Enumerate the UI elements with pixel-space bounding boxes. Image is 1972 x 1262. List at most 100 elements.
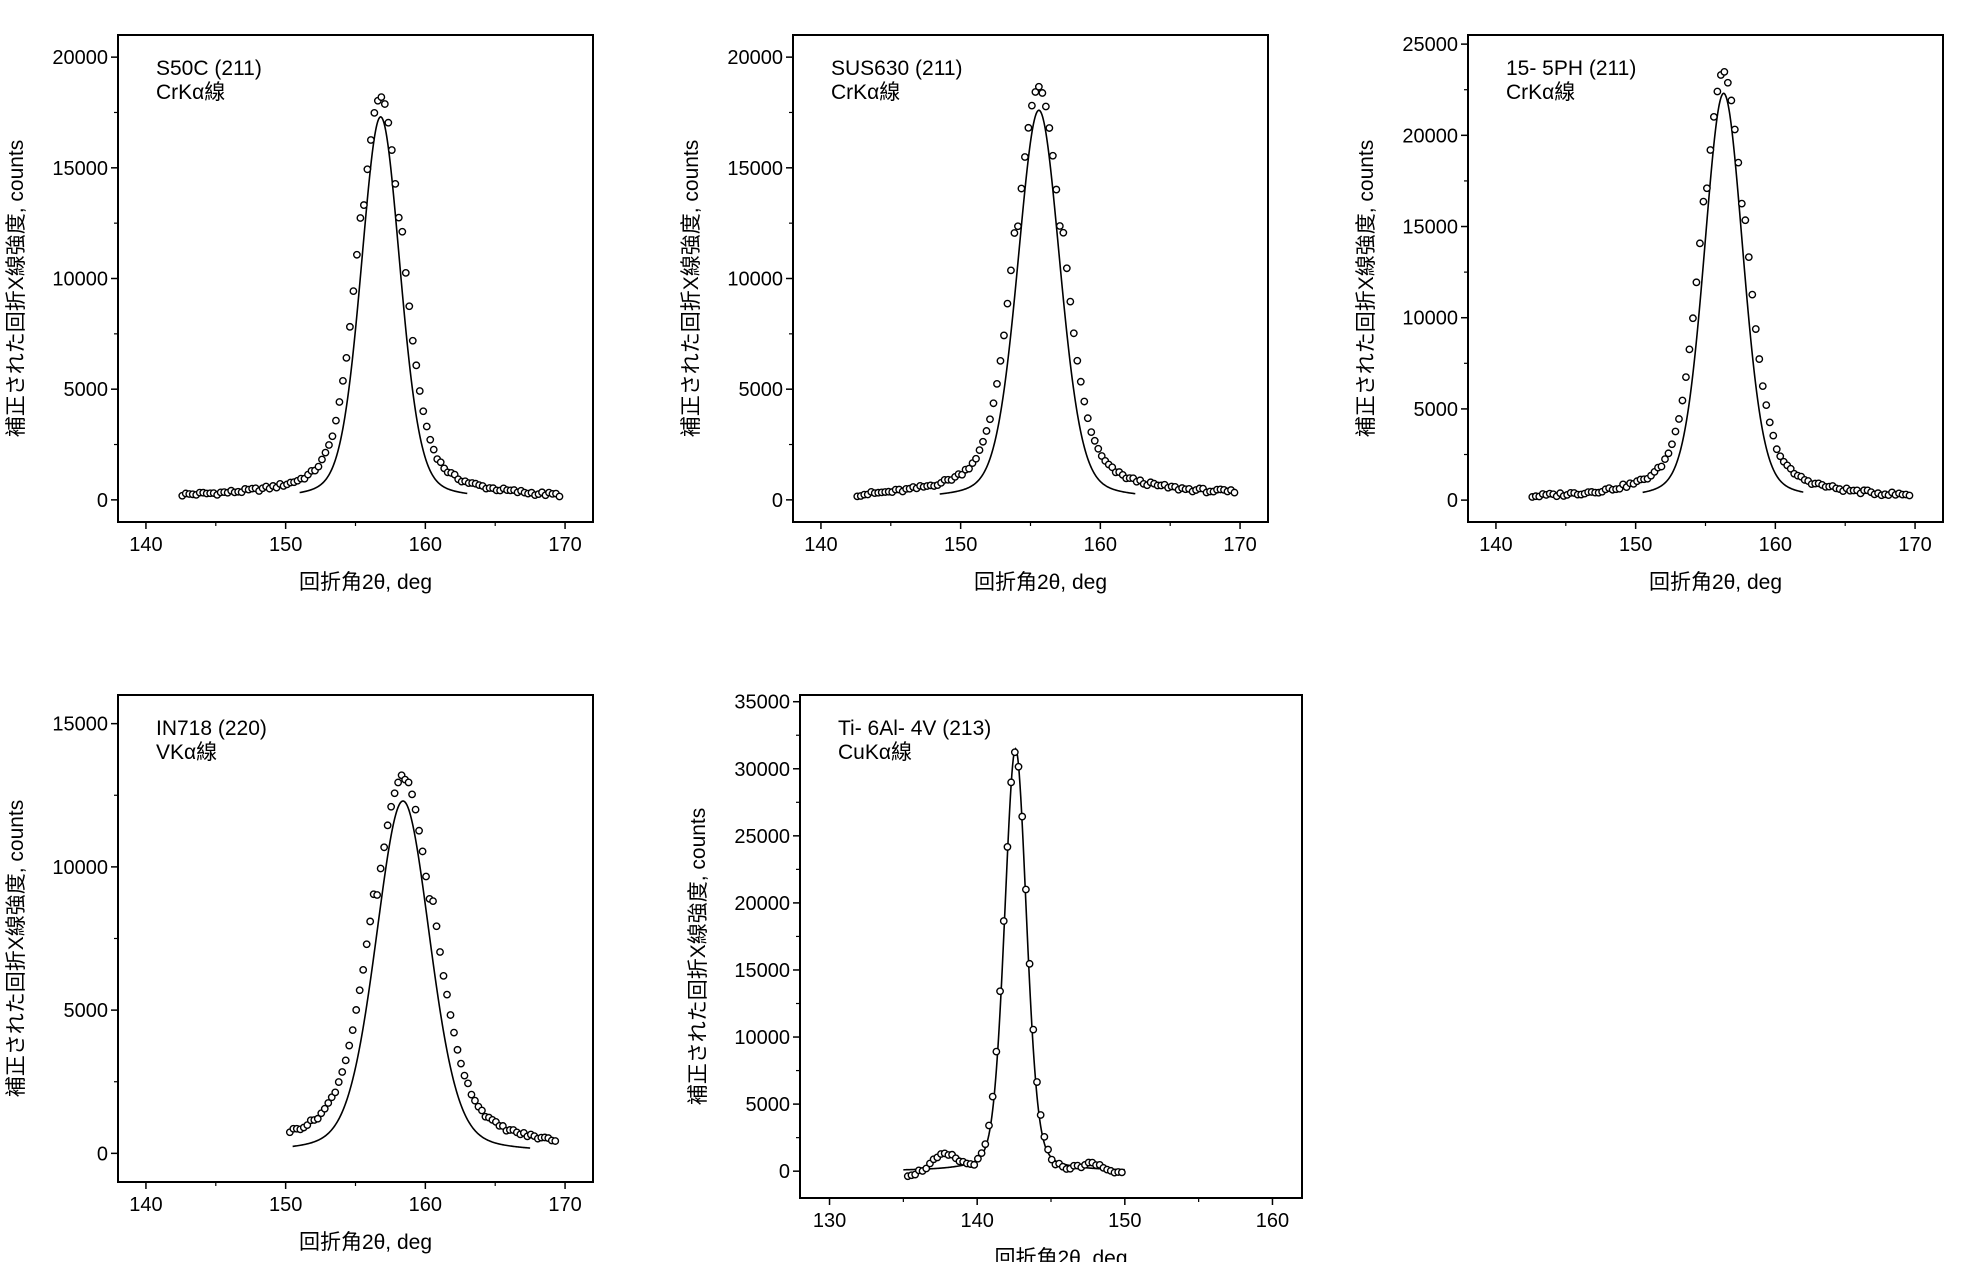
data-point xyxy=(1028,101,1036,110)
data-point xyxy=(394,778,403,787)
data-point xyxy=(1737,199,1746,208)
data-point xyxy=(1723,78,1732,87)
data-point xyxy=(1076,377,1085,386)
data-point xyxy=(415,826,423,835)
data-point xyxy=(986,415,994,424)
data-point xyxy=(1014,762,1023,771)
data-point xyxy=(1036,1111,1045,1119)
data-point xyxy=(1769,431,1778,440)
data-point xyxy=(1048,151,1057,160)
data-point xyxy=(362,940,371,949)
data-point xyxy=(1744,253,1753,262)
data-point xyxy=(1003,299,1012,308)
x-tick-label: 160 xyxy=(1256,1210,1289,1232)
y-tick-label: 20000 xyxy=(727,47,783,69)
data-point xyxy=(993,379,1001,388)
data-point xyxy=(1083,414,1092,423)
data-point xyxy=(988,1092,997,1101)
data-point xyxy=(1751,325,1760,333)
y-tick-label: 10000 xyxy=(734,1027,790,1049)
y-tick-label: 15000 xyxy=(52,158,108,180)
data-point xyxy=(328,432,337,441)
y-axis-label: 補正された回折X線強度, counts xyxy=(680,140,703,438)
y-tick-label: 5000 xyxy=(1414,399,1459,421)
data-point xyxy=(331,1088,340,1097)
data-point xyxy=(1682,373,1690,382)
data-point xyxy=(1007,266,1015,275)
fit-curve xyxy=(939,109,1136,495)
x-tick-label: 130 xyxy=(813,1210,846,1232)
y-tick-label: 5000 xyxy=(746,1094,791,1116)
data-point xyxy=(1062,264,1071,273)
x-axis-label: 回折角2θ, deg xyxy=(974,571,1107,594)
data-point xyxy=(366,136,375,144)
y-tick-label: 10000 xyxy=(727,269,783,291)
data-point xyxy=(363,165,372,174)
y-tick-label: 15000 xyxy=(734,960,790,982)
data-point xyxy=(1069,329,1078,338)
data-point xyxy=(383,821,392,830)
chart-panel-4: 140 150 160 170 0 5000 10000 15000 回折角2θ, deg 補正さ… xyxy=(5,694,594,1254)
y-tick-label: 0 xyxy=(97,490,108,512)
data-point xyxy=(356,214,365,222)
data-point xyxy=(1706,146,1715,154)
y-axis-label: 補正された回折X線強度, counts xyxy=(5,140,28,438)
data-point xyxy=(1090,436,1099,445)
data-point xyxy=(992,1047,1001,1056)
data-point xyxy=(352,1006,361,1014)
data-point xyxy=(975,446,984,454)
x-tick-label: 160 xyxy=(409,1194,442,1216)
data-point xyxy=(419,407,428,416)
data-point xyxy=(985,1121,993,1130)
chart-title: SUS630 (211) xyxy=(831,57,963,80)
data-point xyxy=(380,843,389,852)
data-point xyxy=(1692,278,1701,287)
data-point xyxy=(1713,87,1722,96)
data-point xyxy=(429,445,438,454)
data-point xyxy=(1685,345,1694,354)
data-point xyxy=(464,1079,472,1088)
fit-curve xyxy=(292,800,531,1149)
data-point xyxy=(376,864,385,873)
data-point xyxy=(1668,440,1676,449)
y-tick-label: 10000 xyxy=(52,269,108,291)
data-point xyxy=(1059,228,1068,237)
data-point xyxy=(989,399,998,408)
data-point xyxy=(982,427,991,435)
data-point xyxy=(1022,885,1030,894)
data-point xyxy=(1730,125,1739,134)
data-point xyxy=(1040,1132,1049,1141)
chart-subtitle: CrKα線 xyxy=(831,81,900,104)
data-point xyxy=(996,987,1004,996)
data-point xyxy=(408,336,417,345)
data-point xyxy=(1776,452,1785,461)
x-tick-label: 170 xyxy=(548,534,581,556)
data-point xyxy=(432,922,441,931)
x-tick-label: 150 xyxy=(269,1194,302,1216)
data-point xyxy=(1762,401,1771,410)
plot-frame xyxy=(1467,34,1944,523)
data-point xyxy=(387,146,396,154)
data-point xyxy=(979,437,987,446)
data-point xyxy=(318,455,326,464)
data-point xyxy=(320,1104,329,1113)
y-tick-label: 5000 xyxy=(739,379,784,401)
data-point xyxy=(422,872,430,881)
chart-subtitle: CrKα線 xyxy=(1506,81,1575,104)
chart-title: 15- 5PH (211) xyxy=(1506,57,1636,80)
x-tick-label: 140 xyxy=(129,534,162,556)
y-tick-label: 5000 xyxy=(64,1000,109,1022)
fit-curve xyxy=(1642,92,1804,494)
data-point xyxy=(1664,449,1673,458)
data-point xyxy=(996,356,1005,365)
x-tick-label: 170 xyxy=(548,1194,581,1216)
data-point xyxy=(1073,356,1082,365)
data-point xyxy=(1230,488,1239,497)
data-point xyxy=(401,268,410,277)
data-point xyxy=(1025,959,1034,968)
data-point xyxy=(1033,1078,1041,1086)
x-tick-label: 150 xyxy=(944,534,977,556)
data-point xyxy=(408,790,416,799)
data-point xyxy=(1080,397,1089,406)
data-point xyxy=(334,1078,343,1086)
